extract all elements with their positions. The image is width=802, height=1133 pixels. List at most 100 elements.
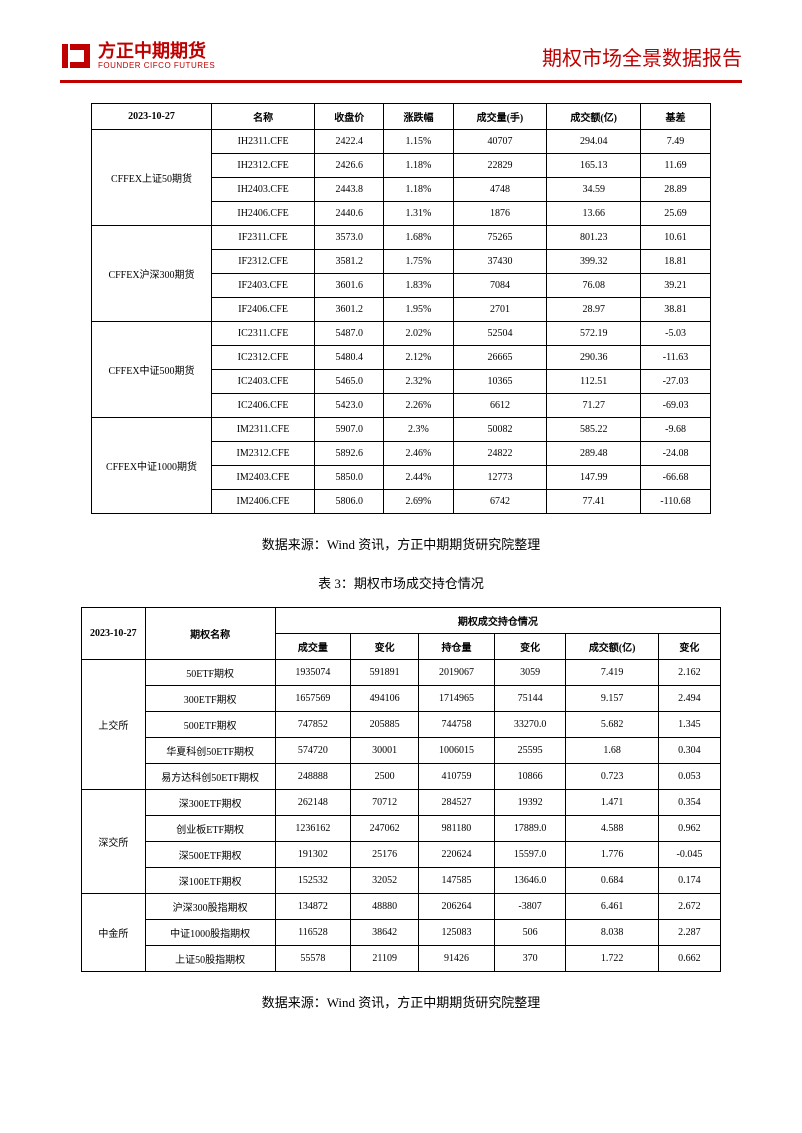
table-cell: IM2406.CFE [212,490,315,514]
table1-col-header: 成交量(手) [453,104,547,130]
table-cell: 40707 [453,130,547,154]
table-cell: 3059 [494,660,566,686]
table-cell: 248888 [275,764,350,790]
table-cell: 18.81 [641,250,711,274]
table-row: 中证1000股指期权116528386421250835068.0382.287 [82,920,721,946]
table-cell: 591891 [351,660,419,686]
table-cell: -3807 [494,894,566,920]
table-cell: 1.776 [566,842,658,868]
table-cell: 75144 [494,686,566,712]
table-row: 深100ETF期权1525323205214758513646.00.6840.… [82,868,721,894]
table-row: 上证50股指期权5557821109914263701.7220.662 [82,946,721,972]
table-cell: 0.962 [658,816,720,842]
table-cell: 147585 [419,868,494,894]
table1-col-header: 名称 [212,104,315,130]
table-cell: 500ETF期权 [145,712,275,738]
table-cell: 5.682 [566,712,658,738]
table-cell: 17889.0 [494,816,566,842]
table-row: CFFEX中证500期货IC2311.CFE5487.02.02%5250457… [92,322,711,346]
table-cell: 2.12% [384,346,453,370]
table-cell: 5480.4 [315,346,384,370]
table-cell: 5465.0 [315,370,384,394]
table-cell: 494106 [351,686,419,712]
table-cell: 399.32 [547,250,641,274]
group-label: CFFEX中证500期货 [92,322,212,418]
table-cell: 1.18% [384,154,453,178]
table-cell: 5423.0 [315,394,384,418]
table-cell: 9.157 [566,686,658,712]
logo-chinese: 方正中期期货 [98,42,215,62]
table-cell: 10866 [494,764,566,790]
table-cell: 3601.2 [315,298,384,322]
table-cell: 2422.4 [315,130,384,154]
source-text-1: 数据来源：Wind 资讯，方正中期期货研究院整理 [60,534,742,553]
group-label: CFFEX沪深300期货 [92,226,212,322]
table-cell: 1006015 [419,738,494,764]
table-cell: 2701 [453,298,547,322]
table-cell: IM2312.CFE [212,442,315,466]
table-cell: 134872 [275,894,350,920]
table-cell: 6.461 [566,894,658,920]
table-cell: 0.684 [566,868,658,894]
table-cell: 13646.0 [494,868,566,894]
table-cell: 77.41 [547,490,641,514]
table-cell: 574720 [275,738,350,764]
table-cell: 50082 [453,418,547,442]
table-cell: 585.22 [547,418,641,442]
table-cell: 0.354 [658,790,720,816]
table-cell: 744758 [419,712,494,738]
table-cell: 147.99 [547,466,641,490]
table-cell: 2.162 [658,660,720,686]
table2-sub-header: 持仓量 [419,634,494,660]
table-row: 深交所深300ETF期权26214870712284527193921.4710… [82,790,721,816]
table-cell: 116528 [275,920,350,946]
table-cell: 284527 [419,790,494,816]
table-cell: 26665 [453,346,547,370]
table-cell: 3601.6 [315,274,384,298]
table-cell: 71.27 [547,394,641,418]
table-cell: -24.08 [641,442,711,466]
table-cell: -27.03 [641,370,711,394]
table2-sub-header: 变化 [494,634,566,660]
table-cell: 11.69 [641,154,711,178]
table-cell: IC2406.CFE [212,394,315,418]
table-cell: 创业板ETF期权 [145,816,275,842]
table2-group-header: 期权成交持仓情况 [275,608,720,634]
source-text-2: 数据来源：Wind 资讯，方正中期期货研究院整理 [60,992,742,1011]
table-cell: 1.68% [384,226,453,250]
table1-col-header: 涨跌幅 [384,104,453,130]
table-cell: IM2403.CFE [212,466,315,490]
table-cell: 25595 [494,738,566,764]
table-cell: IH2312.CFE [212,154,315,178]
table-cell: -5.03 [641,322,711,346]
table-cell: 38.81 [641,298,711,322]
table-cell: 1.15% [384,130,453,154]
table-cell: 0.053 [658,764,720,790]
table-cell: -9.68 [641,418,711,442]
table-cell: 300ETF期权 [145,686,275,712]
table-cell: 华夏科创50ETF期权 [145,738,275,764]
table-cell: 1714965 [419,686,494,712]
table-cell: 1236162 [275,816,350,842]
table2-sub-header: 成交额(亿) [566,634,658,660]
table-cell: 1.83% [384,274,453,298]
table-cell: IF2312.CFE [212,250,315,274]
table-row: 中金所沪深300股指期权13487248880206264-38076.4612… [82,894,721,920]
table2-sub-header: 变化 [351,634,419,660]
table-cell: IF2406.CFE [212,298,315,322]
table-cell: IF2403.CFE [212,274,315,298]
table-cell: 52504 [453,322,547,346]
table-cell: 上证50股指期权 [145,946,275,972]
table2-name-header: 期权名称 [145,608,275,660]
table-cell: 55578 [275,946,350,972]
table-cell: 152532 [275,868,350,894]
table-cell: 5806.0 [315,490,384,514]
table-cell: 1.95% [384,298,453,322]
table-cell: IM2311.CFE [212,418,315,442]
table-cell: 205885 [351,712,419,738]
group-label: CFFEX中证1000期货 [92,418,212,514]
table-cell: IH2406.CFE [212,202,315,226]
table-cell: 5487.0 [315,322,384,346]
table-cell: 191302 [275,842,350,868]
table-cell: -11.63 [641,346,711,370]
